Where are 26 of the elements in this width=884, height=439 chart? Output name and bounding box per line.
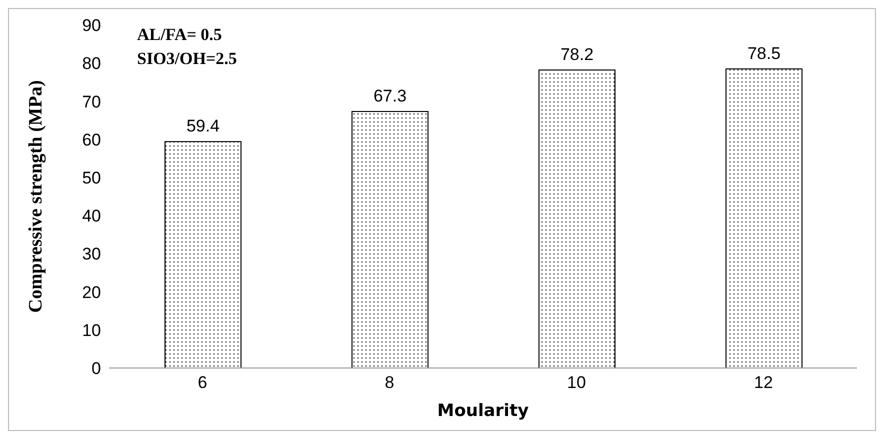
y-tick-label: 30 (82, 244, 101, 264)
y-tick-label: 80 (82, 54, 101, 74)
bar (726, 68, 802, 368)
y-tick-label: 70 (82, 92, 101, 112)
data-label: 78.5 (747, 44, 781, 63)
y-tick-label: 90 (82, 16, 101, 36)
x-tick-label: 12 (754, 373, 773, 392)
annotation: AL/FA= 0.5 (137, 24, 223, 46)
x-axis-title: Moularity (437, 401, 529, 421)
bar (538, 69, 616, 368)
y-tick-label: 40 (82, 206, 101, 226)
y-tick-label: 50 (82, 168, 101, 188)
data-label: 67.3 (373, 86, 407, 106)
data-label: 78.2 (560, 44, 594, 64)
bar (352, 111, 428, 368)
bar (164, 141, 242, 368)
x-tick-label: 8 (384, 373, 394, 392)
y-tick-label: 60 (82, 130, 101, 150)
y-tick-label: 0 (92, 359, 101, 378)
y-tick-label: 10 (82, 320, 101, 340)
y-tick-label: 20 (82, 282, 101, 302)
x-tick-label: 10 (567, 373, 586, 392)
annotation: SIO3/OH=2.5 (137, 48, 237, 70)
data-label: 59.4 (186, 116, 220, 136)
x-tick-label: 6 (198, 373, 208, 392)
y-axis-title: Compressive strength (MPa) (26, 80, 47, 313)
